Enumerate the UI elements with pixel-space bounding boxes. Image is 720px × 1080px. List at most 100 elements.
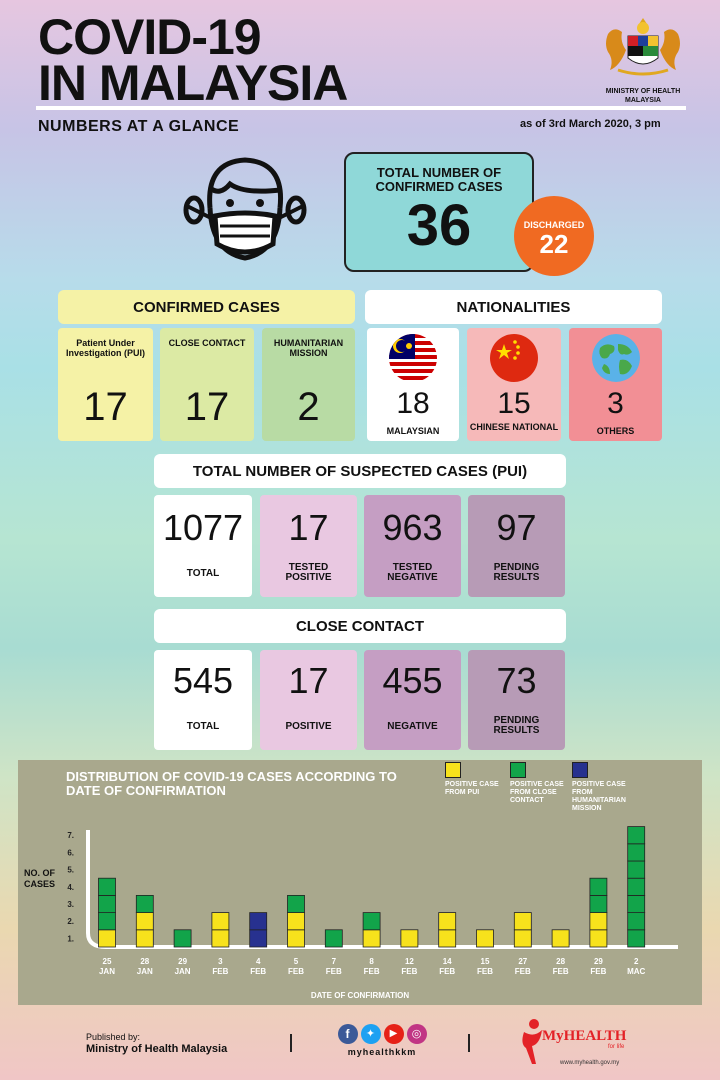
x-tick-label: FEB — [553, 967, 569, 976]
bar-segment — [287, 929, 305, 948]
bar-segment — [98, 877, 116, 896]
face-mask-icon — [183, 157, 307, 261]
bar-segment — [551, 929, 570, 948]
x-tick-label: FEB — [212, 967, 228, 976]
bar-segment — [287, 894, 305, 913]
close-contact-card-value: 545 — [172, 660, 234, 701]
close-contact-card-value: 17 — [288, 660, 329, 701]
x-tick-label: FEB — [439, 967, 455, 976]
x-axis-label: DATE OF CONFIRMATION — [311, 991, 410, 1000]
close-contact-card-label: TOTAL — [186, 721, 220, 732]
bar-segment — [476, 929, 494, 948]
x-tick-label: FEB — [590, 967, 606, 976]
bar-segment — [324, 929, 343, 948]
y-tick-label: 2. — [67, 917, 74, 926]
page-title: COVID-19 IN MALAYSIA — [38, 9, 348, 111]
instagram-icon[interactable]: ◎ — [406, 1024, 427, 1044]
discharged-badge: DISCHARGED 22 — [514, 196, 594, 276]
x-tick-label: 29 — [594, 957, 603, 966]
x-tick-label: FEB — [477, 967, 493, 976]
x-tick-label: 5 — [294, 957, 299, 966]
nationality-card-others: 3 OTHERS — [569, 328, 662, 441]
x-tick-label: 7 — [332, 957, 337, 966]
subtitle: NUMBERS AT A GLANCE — [38, 118, 240, 135]
legend-item-humanitarian: POSITIVE CASE FROM HUMANITARIAN MISSION — [572, 762, 644, 813]
bar-segment — [589, 912, 608, 931]
ministry-name: Ministry of Health Malaysia — [86, 1043, 228, 1055]
bar-segment — [98, 894, 116, 913]
x-tick-label: JAN — [99, 967, 115, 976]
legend-item-close-contact: POSITIVE CASE FROM CLOSE CONTACT — [510, 762, 570, 805]
bar-segment — [589, 894, 608, 913]
title-line-2: IN MALAYSIA — [38, 55, 348, 111]
nationality-card-label: CHINESE NATIONAL — [469, 422, 559, 432]
y-tick-label: 5. — [67, 866, 74, 875]
legend-label: POSITIVE CASE FROM HUMANITARIAN MISSION — [572, 781, 626, 812]
bar-segment — [98, 912, 116, 931]
nationality-card-label: MALAYSIAN — [386, 426, 440, 436]
confirmed-card-close-contact: CLOSE CONTACT 17 — [160, 328, 254, 441]
bar-segment — [135, 929, 154, 948]
close-contact-card-negative: 455 NEGATIVE — [364, 650, 461, 750]
legend-item-pui: POSITIVE CASE FROM PUI — [445, 762, 505, 797]
title-line-1: COVID-19 — [38, 9, 262, 65]
suspected-card-value: 97 — [496, 507, 537, 548]
x-tick-label: 4 — [256, 957, 261, 966]
suspected-card-value: 963 — [382, 507, 443, 548]
bar-segment — [135, 912, 154, 931]
x-tick-label: 25 — [103, 957, 112, 966]
bar-segment — [627, 929, 646, 948]
confirmed-card-value: 17 — [83, 385, 128, 429]
close-contact-card-label: PENDING RESULTS — [493, 715, 540, 736]
x-tick-label: FEB — [250, 967, 266, 976]
bar-segment — [627, 877, 646, 896]
x-tick-label: 29 — [178, 957, 187, 966]
x-tick-label: 14 — [443, 957, 452, 966]
x-tick-label: 27 — [518, 957, 527, 966]
x-tick-label: 28 — [556, 957, 565, 966]
bar-segment — [211, 912, 230, 931]
suspected-card-negative: 963 TESTED NEGATIVE — [364, 495, 461, 597]
y-tick-label: 7. — [67, 831, 74, 840]
social-handle[interactable]: myhealthkkm — [347, 1047, 417, 1057]
suspected-card-label: PENDING RESULTS — [493, 562, 540, 583]
x-tick-label: 28 — [140, 957, 149, 966]
bar-segment — [135, 894, 154, 913]
nationalities-header: NATIONALITIES — [365, 290, 662, 324]
coat-of-arms-icon — [606, 18, 680, 76]
nationality-card-malaysian: 18 MALAYSIAN — [367, 328, 459, 441]
legend-label: POSITIVE CASE FROM CLOSE CONTACT — [510, 781, 564, 804]
bar-segment — [438, 912, 457, 931]
close-contact-card-value: 73 — [496, 660, 537, 701]
myhealth-figure-icon — [522, 1019, 542, 1064]
confirmed-card-value: 2 — [297, 385, 320, 429]
bar-segment — [362, 912, 381, 931]
facebook-icon[interactable]: f — [337, 1024, 358, 1044]
ministry-crest: MINISTRY OF HEALTH MALAYSIA — [600, 14, 686, 105]
twitter-icon[interactable]: ✦ — [360, 1024, 381, 1044]
bar-segment — [400, 929, 419, 948]
suspected-card-label: TOTAL — [186, 568, 220, 579]
close-contact-card-pending: 73 PENDING RESULTS — [468, 650, 565, 750]
suspected-card-value: 17 — [288, 507, 329, 548]
total-confirmed-value: 36 — [406, 193, 472, 258]
nationality-card-value: 18 — [396, 387, 430, 420]
bar-segment — [627, 826, 646, 845]
suspected-cases-header: TOTAL NUMBER OF SUSPECTED CASES (PUI) — [154, 454, 566, 488]
bar-segment — [627, 912, 646, 931]
bar-segment — [513, 929, 532, 948]
youtube-icon[interactable]: ▶ — [383, 1024, 404, 1044]
suspected-card-positive: 17 TESTED POSITIVE — [260, 495, 357, 597]
y-axis-label: NO. OF CASES — [24, 868, 56, 889]
myhealth-url: www.myhealth.gov.my — [560, 1060, 620, 1066]
y-tick-label: 1. — [67, 934, 74, 943]
x-tick-label: FEB — [364, 967, 380, 976]
legend-label: POSITIVE CASE FROM PUI — [445, 781, 499, 796]
published-by-label: Published by: — [86, 1032, 141, 1042]
bar-segment — [287, 912, 305, 931]
confirmed-card-label: HUMANITARIAN MISSION — [273, 338, 344, 358]
myhealth-tagline: for life — [608, 1044, 625, 1050]
confirmed-card-pui: Patient Under Investigation (PUI) 17 — [58, 328, 153, 441]
x-tick-label: 3 — [218, 957, 223, 966]
x-tick-label: FEB — [326, 967, 342, 976]
